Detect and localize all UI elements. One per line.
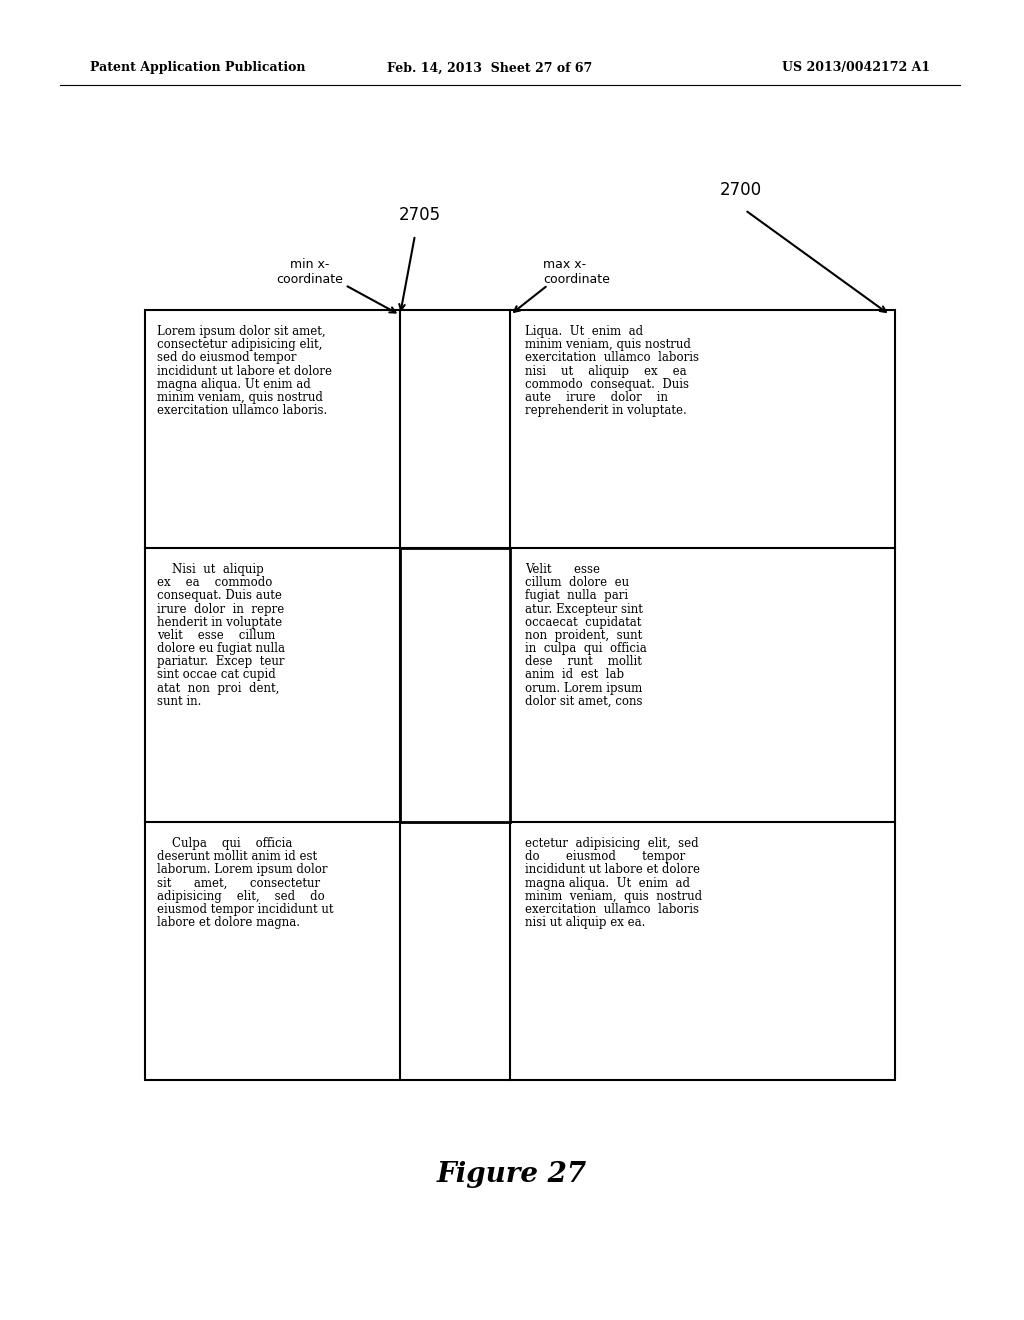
Text: Patent Application Publication: Patent Application Publication <box>90 62 305 74</box>
Text: occaecat  cupidatat: occaecat cupidatat <box>525 615 641 628</box>
Text: dese    runt    mollit: dese runt mollit <box>525 655 642 668</box>
Text: Duis  auteir: Duis auteir <box>408 564 477 576</box>
Bar <box>400 548 510 822</box>
Text: 2700: 2700 <box>720 181 762 199</box>
Text: in  volup  tate: in volup tate <box>408 602 490 615</box>
Text: reprehenderit in voluptate.: reprehenderit in voluptate. <box>525 404 687 417</box>
Text: Liqua.  Ut  enim  ad: Liqua. Ut enim ad <box>525 325 643 338</box>
Text: exercitation ullamco laboris.: exercitation ullamco laboris. <box>157 404 328 417</box>
Text: US 2013/0042172 A1: US 2013/0042172 A1 <box>782 62 930 74</box>
Text: nisi ut aliquip ex ea.: nisi ut aliquip ex ea. <box>525 916 645 929</box>
Text: minim  veniam,  quis  nostrud: minim veniam, quis nostrud <box>525 890 702 903</box>
Text: atat  non  proi  dent,: atat non proi dent, <box>157 681 280 694</box>
Text: sit      amet,      consectetur: sit amet, consectetur <box>157 876 321 890</box>
Text: dolore eu fugiat nulla: dolore eu fugiat nulla <box>157 642 285 655</box>
Text: velit      esse: velit esse <box>408 615 482 628</box>
Text: minim veniam, quis nostrud: minim veniam, quis nostrud <box>525 338 691 351</box>
Text: ex    ea    commodo: ex ea commodo <box>157 576 272 589</box>
Text: aute    irure    dolor    in: aute irure dolor in <box>525 391 668 404</box>
Text: dolor sit amet, cons: dolor sit amet, cons <box>525 694 642 708</box>
Text: nisi    ut    aliquip    ex    ea: nisi ut aliquip ex ea <box>525 364 687 378</box>
Text: Figure 27: Figure 27 <box>437 1162 587 1188</box>
Text: pariatur.  Excep  teur: pariatur. Excep teur <box>157 655 285 668</box>
Text: min x-
coordinate: min x- coordinate <box>276 257 343 286</box>
Text: magna aliqua.  Ut  enim  ad: magna aliqua. Ut enim ad <box>525 876 690 890</box>
Text: Nisi  ut  aliquip: Nisi ut aliquip <box>157 564 264 576</box>
Text: labore et dolore magna.: labore et dolore magna. <box>157 916 300 929</box>
Text: orum. Lorem ipsum: orum. Lorem ipsum <box>525 681 642 694</box>
Bar <box>145 310 895 1080</box>
Text: fugiat  nulla  pari: fugiat nulla pari <box>525 589 628 602</box>
Text: sunt in.: sunt in. <box>157 694 202 708</box>
Text: magna aliqua. Ut enim ad: magna aliqua. Ut enim ad <box>157 378 310 391</box>
Text: ure  dolor  in: ure dolor in <box>408 576 485 589</box>
Text: cillum  dolore: cillum dolore <box>408 628 490 642</box>
Text: reprehenderit: reprehenderit <box>408 589 492 602</box>
Text: Lorem ipsum dolor sit amet,: Lorem ipsum dolor sit amet, <box>157 325 326 338</box>
Text: commodo  consequat.  Duis: commodo consequat. Duis <box>525 378 689 391</box>
Text: non  proident,  sunt: non proident, sunt <box>525 628 642 642</box>
Text: anim  id  est  lab: anim id est lab <box>525 668 624 681</box>
Text: adipisicing    elit,    sed    do: adipisicing elit, sed do <box>157 890 325 903</box>
Text: velit    esse    cillum: velit esse cillum <box>157 628 275 642</box>
Text: consectetur adipisicing elit,: consectetur adipisicing elit, <box>157 338 323 351</box>
Text: cillum  dolore  eu: cillum dolore eu <box>525 576 629 589</box>
Text: Feb. 14, 2013  Sheet 27 of 67: Feb. 14, 2013 Sheet 27 of 67 <box>387 62 593 74</box>
Text: nulla  pariatur: nulla pariatur <box>408 655 494 668</box>
Text: 2705: 2705 <box>399 206 441 224</box>
Text: minim veniam, quis nostrud: minim veniam, quis nostrud <box>157 391 323 404</box>
Text: exercitation  ullamco  laboris: exercitation ullamco laboris <box>525 903 699 916</box>
Text: ectetur  adipisicing  elit,  sed: ectetur adipisicing elit, sed <box>525 837 698 850</box>
Text: deserunt mollit anim id est: deserunt mollit anim id est <box>157 850 317 863</box>
Text: laborum. Lorem ipsum dolor: laborum. Lorem ipsum dolor <box>157 863 328 876</box>
Text: sint occae cat cupid: sint occae cat cupid <box>157 668 275 681</box>
Text: in  culpa  qui  officia: in culpa qui officia <box>525 642 647 655</box>
Text: henderit in voluptate: henderit in voluptate <box>157 615 283 628</box>
Text: eiusmod tempor incididunt ut: eiusmod tempor incididunt ut <box>157 903 334 916</box>
Text: eu        giat: eu giat <box>408 642 475 655</box>
Text: do       eiusmod       tempor: do eiusmod tempor <box>525 850 685 863</box>
Text: exercitation  ullamco  laboris: exercitation ullamco laboris <box>525 351 699 364</box>
Text: Velit      esse: Velit esse <box>525 564 600 576</box>
Text: incididunt ut labore et dolore: incididunt ut labore et dolore <box>157 364 332 378</box>
Text: consequat. Duis aute: consequat. Duis aute <box>157 589 282 602</box>
Text: atur. Excepteur sint: atur. Excepteur sint <box>525 602 643 615</box>
Text: Culpa    qui    officia: Culpa qui officia <box>157 837 293 850</box>
Text: max x-
coordinate: max x- coordinate <box>543 257 610 286</box>
Text: excepteur.: excepteur. <box>408 668 470 681</box>
Text: irure  dolor  in  repre: irure dolor in repre <box>157 602 285 615</box>
Text: sed do eiusmod tempor: sed do eiusmod tempor <box>157 351 297 364</box>
Text: incididunt ut labore et dolore: incididunt ut labore et dolore <box>525 863 700 876</box>
